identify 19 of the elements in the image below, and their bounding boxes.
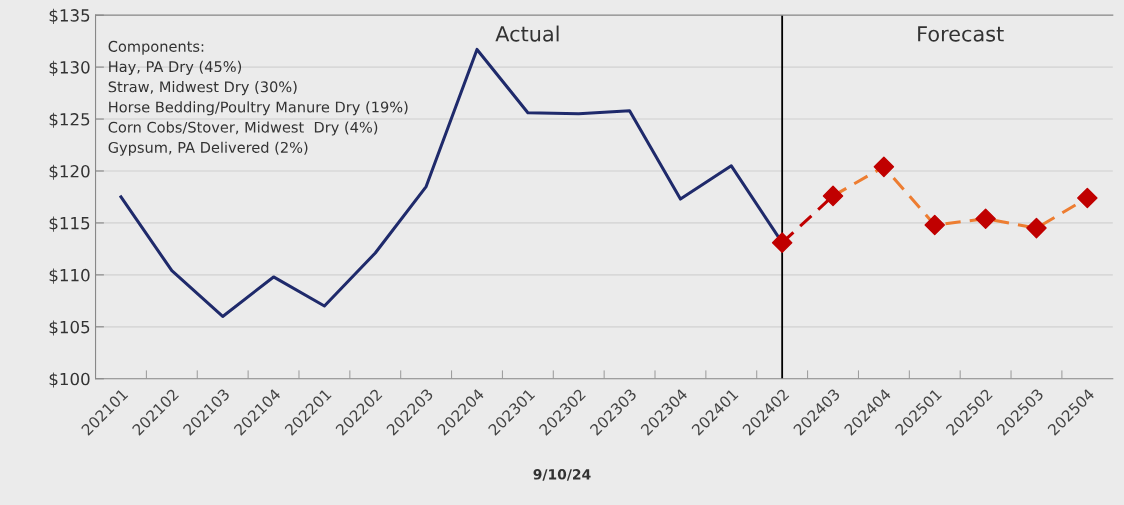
y-tick-label: $110 — [49, 268, 90, 284]
y-tick-label: $105 — [49, 320, 90, 336]
point — [924, 214, 946, 236]
point — [771, 232, 793, 253]
point — [1077, 187, 1098, 209]
annotation: Forecast — [918, 26, 1004, 42]
point — [975, 208, 996, 230]
annotation: Components: Hay, PA Dry (45%) Straw, Midwest Dry (30%) Horse Bedding/Poultry Manure Dry (19%) Corn Cobs/Stover, Midwest Dry (4%) Gypsum, PA Delivered (2%) — [108, 40, 408, 156]
y-tick-label: $100 — [49, 372, 90, 388]
y-tick-label: $135 — [49, 8, 90, 24]
text: 9/10/24 — [533, 469, 591, 481]
y-tick-label: $120 — [49, 164, 90, 180]
annotation: Actual — [495, 25, 559, 42]
point — [873, 156, 895, 178]
y-tick-label: $125 — [49, 112, 90, 128]
y-tick-label: $130 — [49, 60, 90, 76]
y-tick-label: $115 — [49, 216, 90, 232]
point — [822, 185, 844, 207]
point — [1026, 217, 1047, 239]
